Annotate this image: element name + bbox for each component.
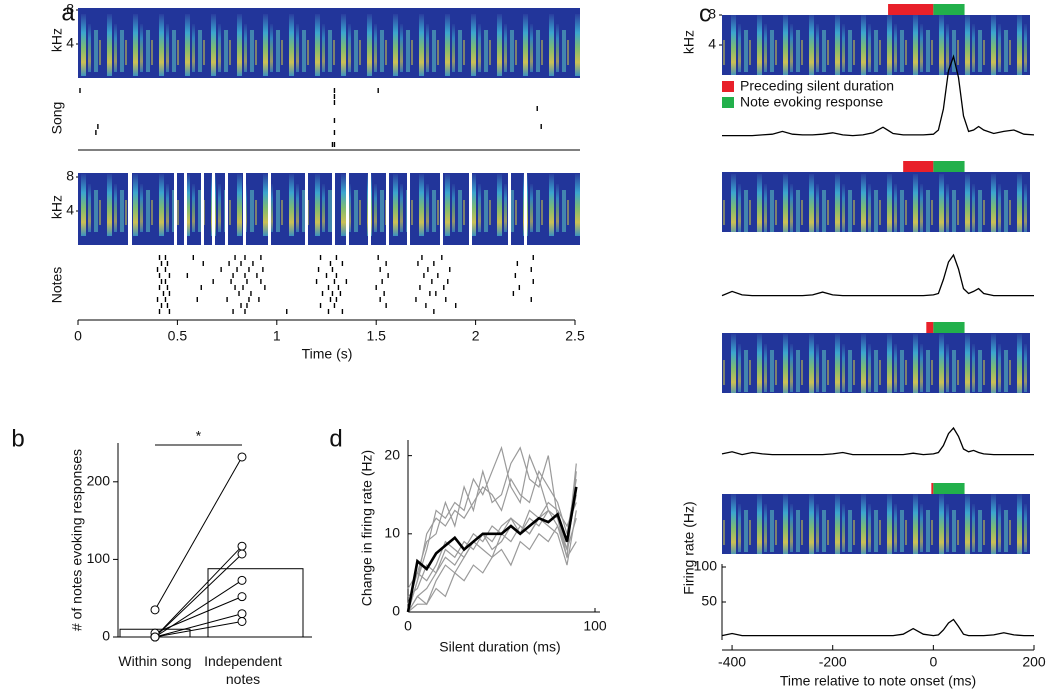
x-tick-label: 2.5 bbox=[565, 328, 585, 344]
panel-label: c bbox=[699, 0, 711, 27]
pair-line bbox=[154, 553, 243, 638]
note-bar bbox=[933, 322, 965, 333]
pair-point bbox=[237, 609, 247, 619]
spectrogram bbox=[722, 333, 1030, 393]
legend-label: Note evoking response bbox=[740, 94, 883, 110]
pair-point bbox=[150, 632, 160, 642]
series-line bbox=[407, 446, 577, 605]
pair-line bbox=[154, 579, 243, 638]
bar bbox=[207, 568, 304, 638]
x-tick-label: 0 bbox=[404, 618, 412, 634]
y-axis-label: kHz bbox=[49, 195, 65, 219]
x-tick-label: 0 bbox=[929, 654, 937, 670]
y-axis-label: kHz bbox=[681, 30, 697, 54]
pair-point bbox=[237, 541, 247, 551]
series-line bbox=[407, 494, 577, 589]
series-line bbox=[407, 469, 577, 613]
y-tick-label: 20 bbox=[384, 446, 400, 462]
y-tick-label: 8 bbox=[66, 1, 74, 17]
panel-label: b bbox=[11, 425, 24, 452]
note-gaps bbox=[128, 173, 527, 245]
spectrogram bbox=[722, 172, 1030, 232]
series-line bbox=[407, 518, 577, 613]
note-bar bbox=[933, 4, 965, 15]
spectrogram bbox=[722, 494, 1030, 554]
y-tick-label: 8 bbox=[708, 6, 716, 22]
series-line bbox=[407, 501, 577, 597]
y-tick-label: 4 bbox=[66, 35, 74, 51]
legend-label: Preceding silent duration bbox=[740, 78, 894, 94]
x-axis-label: Time (s) bbox=[302, 346, 353, 362]
raster-label: Notes bbox=[49, 267, 65, 304]
silence-bar bbox=[888, 4, 934, 15]
pair-line bbox=[154, 596, 243, 634]
y-tick-label: 50 bbox=[701, 593, 717, 609]
y-tick-label: 4 bbox=[708, 36, 716, 52]
x-tick-label: 0.5 bbox=[168, 328, 188, 344]
spectrogram bbox=[722, 15, 1030, 75]
y-tick-label: 200 bbox=[87, 473, 111, 489]
x-tick-label: 1 bbox=[273, 328, 281, 344]
spectrogram bbox=[78, 173, 580, 245]
rate-trace bbox=[722, 54, 1035, 137]
note-bar bbox=[933, 483, 965, 494]
rate-trace bbox=[721, 253, 1034, 297]
rate-trace bbox=[721, 618, 1034, 637]
x-tick-label: Within song bbox=[118, 653, 192, 669]
panel-label: a bbox=[61, 0, 75, 26]
x-tick-label: -400 bbox=[718, 654, 746, 670]
rate-trace bbox=[721, 426, 1034, 456]
y-tick-label: 10 bbox=[384, 525, 400, 541]
x-tick-label: 1.5 bbox=[366, 328, 386, 344]
pair-point bbox=[237, 616, 247, 626]
pair-point bbox=[237, 575, 247, 585]
y-axis-label: kHz bbox=[49, 28, 65, 52]
x-tick-label: -200 bbox=[819, 654, 847, 670]
silence-bar bbox=[926, 322, 934, 333]
note-bar bbox=[933, 161, 965, 172]
series-line bbox=[407, 510, 577, 613]
y-tick-label: 100 bbox=[694, 558, 718, 574]
raster-label: Song bbox=[49, 102, 65, 135]
series-line bbox=[407, 509, 577, 613]
y-axis-label: # of notes evoking responses bbox=[69, 449, 85, 631]
legend-swatch bbox=[722, 81, 734, 92]
pair-line bbox=[154, 620, 243, 638]
panel-label: d bbox=[329, 425, 342, 452]
y-tick-label: 0 bbox=[102, 628, 110, 644]
pair-line bbox=[154, 456, 243, 611]
pair-point bbox=[150, 605, 160, 615]
y-axis-label: Firing rate (Hz) bbox=[681, 501, 697, 594]
x-tick-label: 200 bbox=[1022, 654, 1046, 670]
silence-bar bbox=[903, 161, 934, 172]
x-tick-label: 2 bbox=[472, 328, 480, 344]
series-line bbox=[406, 486, 578, 613]
silence-bar bbox=[931, 483, 934, 494]
x-axis-label: Time relative to note onset (ms) bbox=[780, 673, 976, 689]
y-axis-label: Change in firing rate (Hz) bbox=[359, 450, 375, 606]
y-tick-label: 4 bbox=[66, 202, 74, 218]
pair-line bbox=[154, 613, 243, 638]
y-tick-label: 8 bbox=[66, 168, 74, 184]
pair-point bbox=[237, 452, 247, 462]
legend-swatch bbox=[722, 97, 734, 108]
pair-point bbox=[237, 549, 247, 559]
spectrogram bbox=[78, 8, 580, 78]
x-axis-label: Silent duration (ms) bbox=[439, 639, 560, 655]
x-tick-label: 0 bbox=[74, 328, 82, 344]
y-tick-label: 0 bbox=[392, 603, 400, 619]
significance-label: * bbox=[196, 428, 202, 444]
x-tick-label: Independent notes bbox=[204, 653, 282, 687]
x-tick-label: 100 bbox=[583, 618, 607, 634]
pair-line bbox=[154, 545, 243, 638]
y-tick-label: 100 bbox=[87, 550, 111, 566]
pair-point bbox=[237, 592, 247, 602]
